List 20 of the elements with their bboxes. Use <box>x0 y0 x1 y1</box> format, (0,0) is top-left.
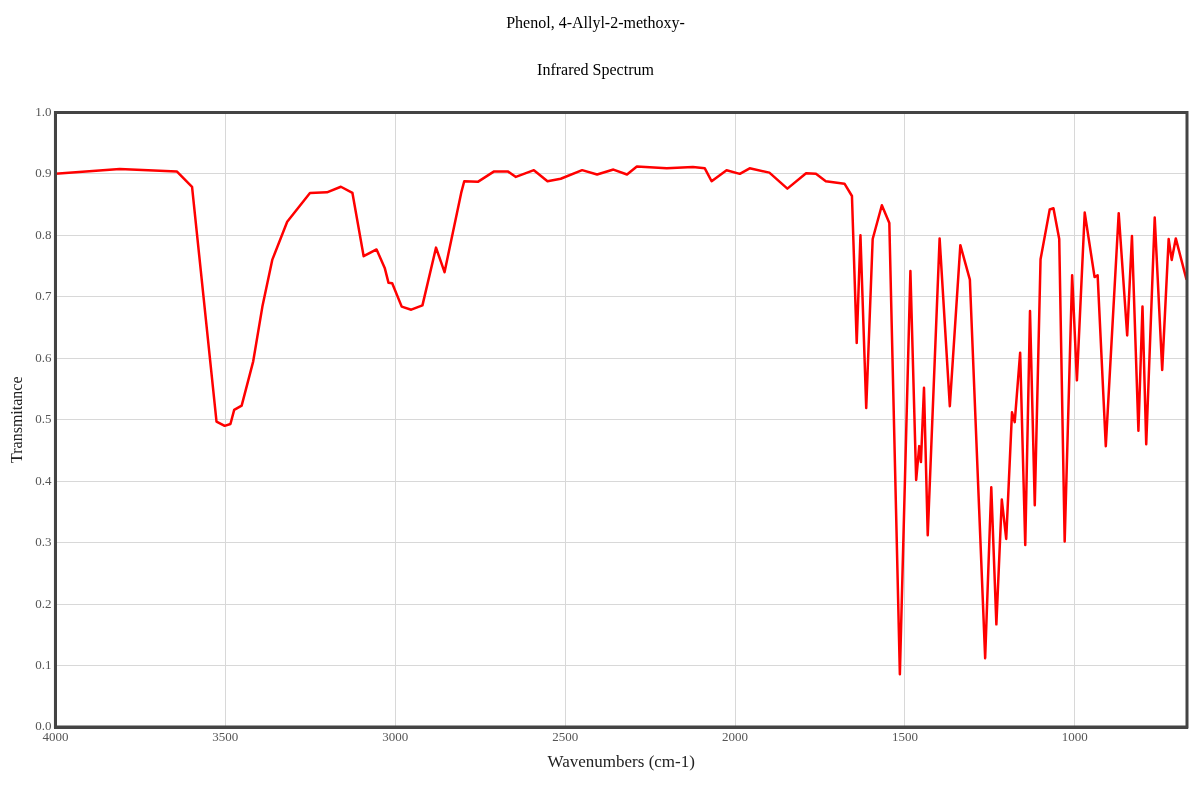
y-tick-label: 0.9 <box>35 165 52 181</box>
x-tick-label: 2500 <box>552 729 579 745</box>
y-tick-label: 0.2 <box>35 595 52 611</box>
y-tick-label: 0.5 <box>35 411 52 427</box>
y-tick-label: 0.8 <box>35 226 52 242</box>
y-tick-label: 0.6 <box>35 349 52 365</box>
y-tick-label: 0.3 <box>35 534 52 550</box>
chart-title: Phenol, 4-Allyl-2-methoxy- <box>506 13 685 32</box>
y-tick-label: 0.7 <box>35 288 52 304</box>
chart-subtitle: Infrared Spectrum <box>537 61 655 79</box>
y-axis-title: Transmitance <box>7 376 25 463</box>
y-tick-label: 0.4 <box>35 472 52 488</box>
y-tick-label: 1.0 <box>35 103 52 119</box>
x-tick-label: 2000 <box>722 729 749 745</box>
x-tick-label: 3500 <box>212 729 239 745</box>
x-axis-title: Wavenumbers (cm-1) <box>547 752 695 772</box>
y-tick-label: 0.1 <box>35 656 52 672</box>
x-tick-label: 3000 <box>382 729 409 745</box>
x-tick-label: 1500 <box>891 729 918 745</box>
x-tick-label: 1000 <box>1061 729 1088 745</box>
